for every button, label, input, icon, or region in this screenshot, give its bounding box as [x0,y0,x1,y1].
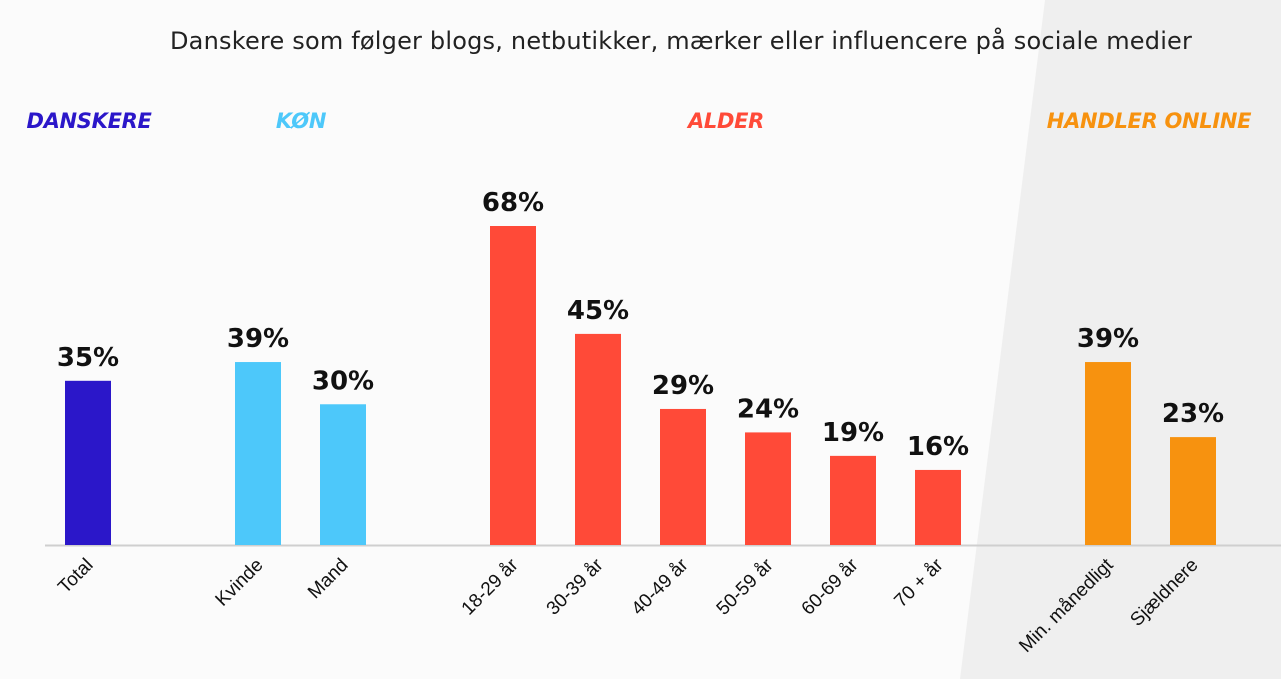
group-label-handler-online: HANDLER ONLINE [1046,109,1252,133]
value-label-30-39-år: 45% [567,296,629,326]
bar-40-49-år [660,408,706,545]
value-label-sjældnere: 23% [1162,399,1224,429]
value-label-kvinde: 39% [227,324,289,354]
group-label-kon: KØN [275,109,327,133]
bar-total [65,380,111,545]
category-label-50-59-år: 50-59 år [713,554,778,619]
value-label-18-29-år: 68% [482,188,544,218]
value-label-70-år: 16% [907,432,969,462]
category-label-30-39-år: 30-39 år [543,554,608,619]
bar-70-år [915,469,961,545]
chart-title: Danskere som følger blogs, netbutikker, … [170,27,1193,55]
value-label-total: 35% [57,343,119,373]
category-label-kvinde: Kvinde [212,555,268,611]
value-label-mand: 30% [312,366,374,396]
category-label-min-månedligt: Min. månedligt [1015,554,1118,657]
bar-kvinde [235,362,281,545]
group-label-alder: ALDER [687,109,765,133]
category-label-40-49-år: 40-49 år [628,554,693,619]
bar-min-månedligt [1085,362,1131,545]
bar-30-39-år [575,333,621,545]
bar-50-59-år [745,432,791,545]
category-label-18-29-år: 18-29 år [458,554,523,619]
bar-60-69-år [830,455,876,545]
category-label-60-69-år: 60-69 år [798,554,863,619]
category-label-70-år: 70 + år [890,554,948,612]
value-label-50-59-år: 24% [737,394,799,424]
category-label-total: Total [54,555,97,598]
value-label-min-månedligt: 39% [1077,324,1139,354]
category-label-mand: Mand [304,555,352,603]
bar-mand [320,404,366,545]
bar-18-29-år [490,226,536,545]
group-label-danskere: DANSKERE [26,109,152,133]
value-label-40-49-år: 29% [652,371,714,401]
category-label-sjældnere: Sjældnere [1126,555,1202,631]
bar-sjældnere [1170,437,1216,545]
value-label-60-69-år: 19% [822,418,884,448]
